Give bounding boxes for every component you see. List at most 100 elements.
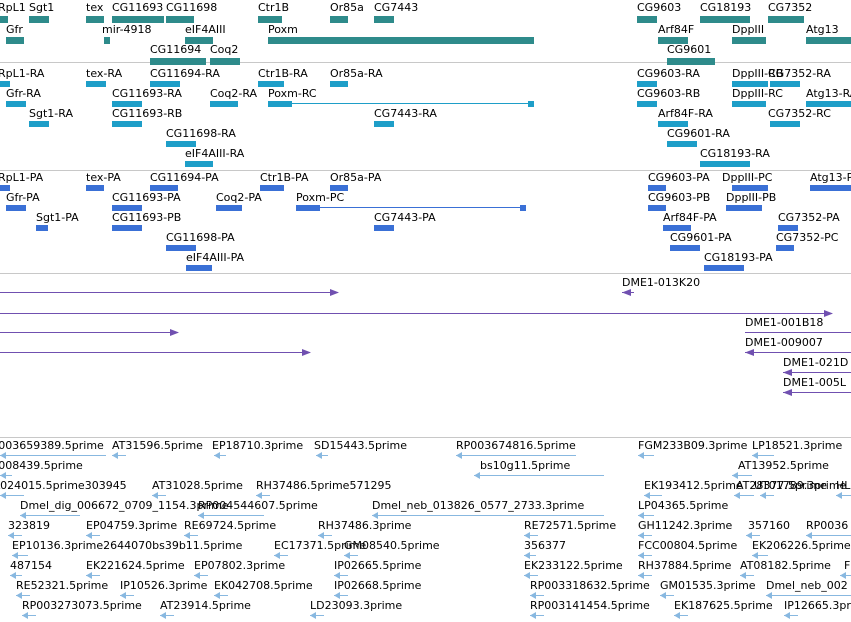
mrna-feature-label[interactable]: Poxm-RC	[268, 87, 317, 100]
est-feature-label[interactable]: bs10g11.5prime	[480, 459, 571, 472]
est-feature-label[interactable]: EK221624.5prime	[86, 559, 185, 572]
mrna-feature-label[interactable]: RpL1-RA	[0, 67, 45, 80]
mrna-feature-label[interactable]: CG11694-RA	[150, 67, 220, 80]
gene-feature-label[interactable]: CG7443	[374, 1, 419, 14]
gene-feature-label[interactable]: CG11694	[150, 43, 202, 56]
est-feature-glyph[interactable]	[530, 595, 544, 596]
est-feature-glyph[interactable]	[198, 515, 264, 516]
protein-feature-glyph[interactable]	[330, 185, 348, 191]
est-feature-label[interactable]: LP04365.5prime	[638, 499, 729, 512]
mrna-feature-glyph[interactable]	[268, 103, 534, 104]
est-feature-label[interactable]: EK193412.5prime	[644, 479, 743, 492]
protein-feature-label[interactable]: Poxm-PC	[296, 191, 345, 204]
mrna-feature-glyph[interactable]	[258, 81, 284, 87]
gene-feature-label[interactable]: Poxm	[268, 23, 298, 36]
mrna-feature-label[interactable]: CG7352-RC	[768, 107, 831, 120]
protein-feature-label[interactable]: DppIII-PC	[722, 171, 773, 184]
clone-feature-glyph[interactable]	[0, 352, 310, 353]
est-feature-label[interactable]: EK042708.5prime	[214, 579, 313, 592]
est-feature-glyph[interactable]	[760, 495, 774, 496]
mrna-feature-glyph[interactable]	[86, 81, 106, 87]
est-feature-label[interactable]: Dmel_neb_013826_0577_2733.3prime	[372, 499, 585, 512]
est-feature-label[interactable]: AT13952.5prime	[738, 459, 829, 472]
est-feature-glyph[interactable]	[20, 515, 80, 516]
est-feature-label[interactable]: RH37486.5prime571295	[256, 479, 392, 492]
est-feature-label[interactable]: RE69724.5prime	[184, 519, 277, 532]
gene-feature-glyph[interactable]	[700, 16, 750, 23]
est-feature-glyph[interactable]	[344, 555, 358, 556]
est-feature-label[interactable]: Dmel_dig_006672_0709_1154.3prime	[20, 499, 229, 512]
est-feature-glyph[interactable]	[194, 575, 208, 576]
mrna-feature-label[interactable]: CG18193-RA	[700, 147, 770, 160]
mrna-feature-glyph[interactable]	[112, 121, 142, 127]
est-feature-glyph[interactable]	[22, 615, 36, 616]
est-feature-label[interactable]: LP18521.3prime	[752, 439, 843, 452]
protein-feature-glyph[interactable]	[732, 185, 768, 191]
mrna-feature-glyph[interactable]	[667, 141, 697, 147]
clone-feature-label[interactable]: DME1-013K20	[622, 276, 701, 289]
gene-feature-glyph[interactable]	[806, 37, 851, 44]
mrna-feature-label[interactable]: CG7443-RA	[374, 107, 437, 120]
est-feature-label[interactable]: AT31028.5prime	[152, 479, 243, 492]
mrna-feature-label[interactable]: CG7352-RA	[768, 67, 831, 80]
gene-feature-glyph[interactable]	[185, 37, 213, 44]
mrna-feature-label[interactable]: CG9603-RB	[637, 87, 701, 100]
gene-feature-label[interactable]: CG11693	[112, 1, 164, 14]
est-feature-glyph[interactable]	[0, 475, 12, 476]
est-feature-label[interactable]: EC17371.5prime	[274, 539, 367, 552]
est-feature-glyph[interactable]	[160, 615, 174, 616]
mrna-feature-glyph[interactable]	[732, 101, 766, 107]
est-feature-label[interactable]: IP02668.5prime	[334, 579, 422, 592]
mrna-feature-glyph[interactable]	[770, 121, 800, 127]
est-feature-glyph[interactable]	[740, 575, 754, 576]
protein-feature-glyph[interactable]	[648, 185, 666, 191]
est-feature-glyph[interactable]	[524, 535, 538, 536]
est-feature-glyph[interactable]	[638, 555, 652, 556]
clone-feature-glyph[interactable]	[0, 332, 178, 333]
gene-feature-label[interactable]: tex	[86, 1, 104, 14]
mrna-feature-label[interactable]: Sgt1-RA	[29, 107, 73, 120]
est-feature-label[interactable]: FGM233B09.3prime	[638, 439, 748, 452]
est-feature-glyph[interactable]	[732, 475, 752, 476]
est-feature-glyph[interactable]	[784, 615, 798, 616]
protein-feature-glyph[interactable]	[670, 245, 700, 251]
mrna-feature-glyph[interactable]	[112, 101, 142, 107]
protein-feature-label[interactable]: Arf84F-PA	[663, 211, 717, 224]
est-feature-label[interactable]: GM08540.5prime	[344, 539, 440, 552]
est-feature-label[interactable]: RP003273073.5prime	[22, 599, 142, 612]
est-feature-glyph[interactable]	[256, 495, 270, 496]
protein-feature-label[interactable]: CG7352-PA	[778, 211, 840, 224]
protein-feature-glyph[interactable]	[374, 225, 394, 231]
est-feature-glyph[interactable]	[0, 455, 106, 456]
protein-feature-glyph[interactable]	[112, 225, 142, 231]
mrna-feature-label[interactable]: Coq2-RA	[210, 87, 258, 100]
gene-feature-label[interactable]: RpL1	[0, 1, 26, 14]
est-feature-glyph[interactable]	[0, 495, 24, 496]
protein-feature-label[interactable]: CG11698-PA	[166, 231, 235, 244]
gene-feature-glyph[interactable]	[0, 16, 8, 23]
protein-feature-glyph[interactable]	[776, 245, 794, 251]
gene-feature-label[interactable]: DppIII	[732, 23, 765, 36]
protein-feature-glyph[interactable]	[0, 185, 10, 191]
mrna-feature-glyph[interactable]	[185, 161, 213, 167]
clone-feature-glyph[interactable]	[783, 372, 851, 373]
est-feature-glyph[interactable]	[334, 575, 348, 576]
est-feature-glyph[interactable]	[474, 475, 604, 476]
mrna-feature-glyph[interactable]	[700, 161, 750, 167]
est-feature-glyph[interactable]	[752, 555, 768, 556]
est-feature-label[interactable]: EK024015.5prime303945	[0, 479, 127, 492]
est-feature-glyph[interactable]	[456, 455, 576, 456]
mrna-feature-label[interactable]: Or85a-RA	[330, 67, 383, 80]
protein-feature-label[interactable]: CG18193-PA	[704, 251, 773, 264]
est-feature-glyph[interactable]	[660, 595, 674, 596]
mrna-feature-glyph[interactable]	[29, 121, 49, 127]
gene-feature-glyph[interactable]	[210, 58, 240, 65]
mrna-feature-glyph[interactable]	[374, 121, 394, 127]
clone-feature-label[interactable]: DME1-001B18	[745, 316, 824, 329]
est-feature-label[interactable]: EK206226.5prime	[752, 539, 851, 552]
est-feature-label[interactable]: EP10136.3prime2644070bs39b11.5prime	[12, 539, 243, 552]
gene-feature-glyph[interactable]	[658, 37, 688, 44]
est-feature-label[interactable]: IP02665.5prime	[334, 559, 422, 572]
clone-feature-glyph[interactable]	[745, 352, 851, 353]
est-feature-label[interactable]: F	[844, 559, 851, 572]
